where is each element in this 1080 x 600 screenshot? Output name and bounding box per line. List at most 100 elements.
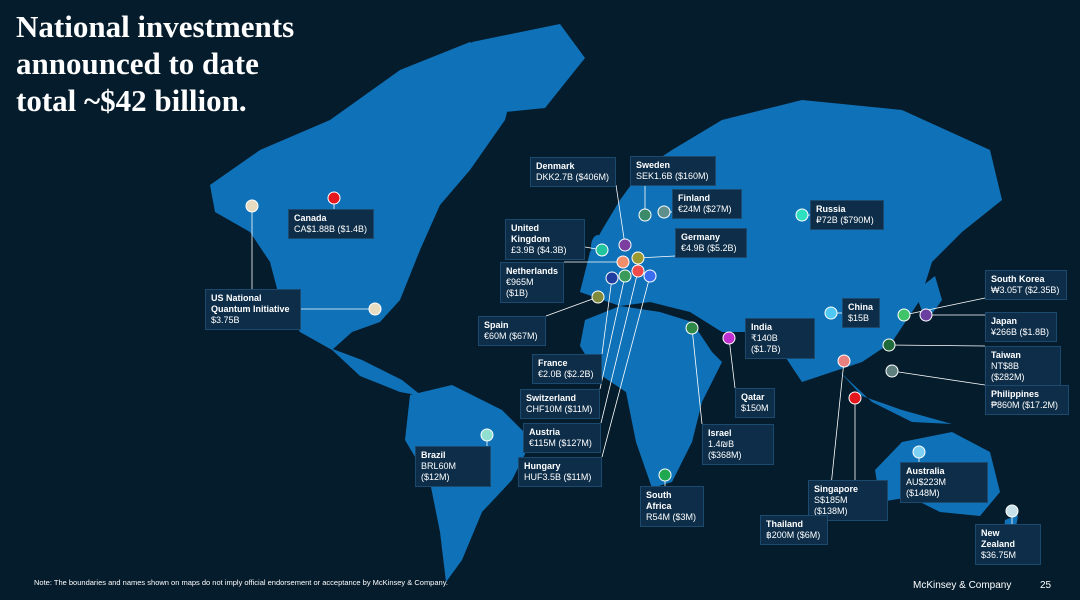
brand: McKinsey & Company: [913, 580, 1012, 591]
amount: ฿200M ($6M): [766, 530, 821, 540]
location-dot: [368, 302, 382, 316]
investment-label: Brazil BRL60M ($12M): [415, 446, 491, 487]
location-dot: [631, 264, 645, 278]
location-dot: [657, 205, 671, 219]
country-name: Russia: [816, 204, 846, 214]
country-name: Singapore: [814, 484, 859, 494]
country-name: Australia: [906, 466, 945, 476]
investment-label: Philippines ₱860M ($17.2M): [985, 385, 1069, 415]
amount: €24M ($27M): [678, 204, 732, 214]
country-name: Finland: [678, 193, 710, 203]
greenland: [472, 24, 585, 112]
investment-label: Russia ₽72B ($790M): [810, 200, 884, 230]
country-name: Sweden: [636, 160, 671, 170]
dots: [245, 191, 1019, 518]
amount: £3.9B ($4.3B): [511, 245, 567, 255]
leader-line: [545, 296, 599, 317]
country-name: Brazil: [421, 450, 446, 460]
title: National investments announced to date t…: [16, 8, 294, 119]
amount: ₽72B ($790M): [816, 215, 874, 225]
leader-line: [600, 270, 639, 424]
location-dot: [327, 191, 341, 205]
country-name: Germany: [681, 232, 721, 242]
investment-label: India ₹140B ($1.7B): [745, 318, 815, 359]
country-name: Canada: [294, 213, 327, 223]
amount: HUF3.5B ($11M): [524, 472, 592, 482]
investment-label: Israel 1.4₪B ($368M): [702, 424, 774, 465]
investment-label: Sweden SEK1.6B ($160M): [630, 156, 716, 186]
note: Note: The boundaries and names shown on …: [34, 578, 448, 587]
amount: 1.4₪B ($368M): [708, 439, 742, 460]
country-name: Switzerland: [526, 393, 577, 403]
amount: €4.9B ($5.2B): [681, 243, 737, 253]
continents: [210, 24, 1018, 582]
location-dot: [638, 208, 652, 222]
country-name: United Kingdom: [511, 223, 550, 244]
page-number: 25: [1040, 580, 1052, 591]
amount: €115M ($127M): [529, 438, 592, 448]
location-dot: [245, 199, 259, 213]
location-dot: [591, 290, 605, 304]
country-name: South Korea: [991, 274, 1045, 284]
investment-label: Netherlands €965M ($1B): [500, 262, 564, 303]
amount: $3.75B: [211, 315, 240, 325]
location-dot: [722, 331, 736, 345]
investment-label: US National Quantum Initiative $3.75B: [205, 289, 301, 330]
amount: SEK1.6B ($160M): [636, 171, 709, 181]
leader-line: [615, 184, 626, 246]
investment-label: Canada CA$1.88B ($1.4B): [288, 209, 374, 239]
location-dot: [631, 251, 645, 265]
amount: $15B: [848, 313, 870, 323]
investment-label: Japan ¥266B ($1.8B): [985, 312, 1057, 342]
location-dot: [605, 271, 619, 285]
country-name: US National Quantum Initiative: [211, 293, 290, 314]
investment-label: Hungary HUF3.5B ($11M): [518, 457, 602, 487]
leader-line: [903, 297, 986, 316]
central-america: [330, 348, 422, 396]
investment-label: Singapore S$185M ($138M): [808, 480, 888, 521]
country-name: Denmark: [536, 161, 575, 171]
country-name: New Zealand: [981, 528, 1016, 549]
investment-label: New Zealand $36.75M: [975, 524, 1041, 565]
africa: [580, 306, 722, 488]
leader-line: [599, 275, 626, 390]
country-name: Taiwan: [991, 350, 1021, 360]
investment-label: South Africa R54M ($3M): [640, 486, 704, 527]
country-name: Hungary: [524, 461, 561, 471]
location-dot: [912, 445, 926, 459]
location-dot: [824, 306, 838, 320]
japan: [915, 276, 942, 322]
investment-label: Germany €4.9B ($5.2B): [675, 228, 747, 258]
leader-line: [601, 275, 651, 458]
investment-label: Spain €60M ($67M): [478, 316, 546, 346]
country-name: China: [848, 302, 874, 312]
investment-label: Thailand ฿200M ($6M): [760, 515, 828, 545]
location-dot: [837, 354, 851, 368]
amount: CA$1.88B ($1.4B): [294, 224, 368, 234]
investment-label: Denmark DKK2.7B ($406M): [530, 157, 616, 187]
amount: AU$223M ($148M): [906, 477, 947, 498]
amount: NT$8B ($282M): [991, 361, 1025, 382]
country-name: Netherlands: [506, 266, 559, 276]
amount: R54M ($3M): [646, 512, 697, 522]
amount: ₹140B ($1.7B): [751, 333, 781, 354]
amount: €2.0B ($2.2B): [538, 369, 594, 379]
country-name: Israel: [708, 428, 732, 438]
location-dot: [919, 308, 933, 322]
amount: $36.75M: [981, 550, 1017, 560]
amount: $150M: [741, 403, 769, 413]
investment-label: China $15B: [842, 298, 880, 328]
country-name: Qatar: [741, 392, 765, 402]
leader-line: [691, 327, 703, 425]
location-dot: [616, 255, 630, 269]
investment-label: Austria €115M ($127M): [523, 423, 601, 453]
country-name: Austria: [529, 427, 561, 437]
amount: BRL60M ($12M): [421, 461, 457, 482]
location-dot: [685, 321, 699, 335]
leader-line: [728, 337, 736, 389]
leader-line: [888, 344, 986, 347]
location-dot: [795, 208, 809, 222]
title-line: total ~$42 billion.: [16, 83, 247, 118]
amount: S$185M ($138M): [814, 495, 848, 516]
